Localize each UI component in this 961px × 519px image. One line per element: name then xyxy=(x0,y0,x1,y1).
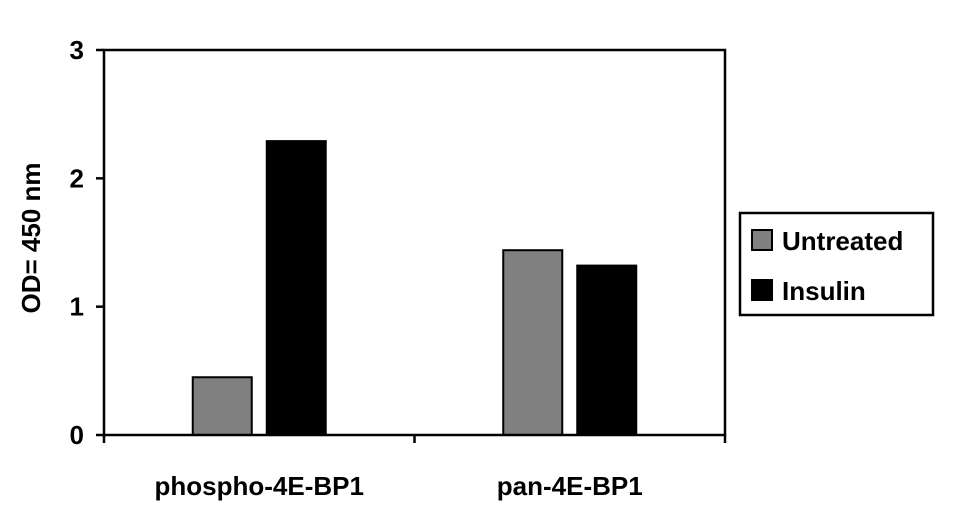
y-tick-label: 1 xyxy=(70,292,84,322)
legend-label-insulin: Insulin xyxy=(782,276,866,306)
axes: 0 1 2 3 phospho-4E-BP1 pan-4E-BP1 xyxy=(70,35,727,501)
legend-swatch-insulin xyxy=(751,279,773,301)
plot-area xyxy=(191,140,638,436)
x-category-label: phospho-4E-BP1 xyxy=(155,471,364,501)
legend-label-untreated: Untreated xyxy=(782,226,903,256)
legend: Untreated Insulin xyxy=(738,211,935,317)
y-tick-label: 2 xyxy=(70,163,84,193)
x-category-label: pan-4E-BP1 xyxy=(497,471,643,501)
y-axis-label: OD= 450 nm xyxy=(16,162,46,313)
y-tick-label: 0 xyxy=(70,420,84,450)
y-tick-label: 3 xyxy=(70,35,84,65)
legend-swatch-untreated xyxy=(751,229,773,251)
bar-untreated-2 xyxy=(502,249,564,436)
bar-untreated-1 xyxy=(191,376,253,436)
bar-insulin-2 xyxy=(576,264,638,436)
bar-insulin-1 xyxy=(265,140,327,436)
